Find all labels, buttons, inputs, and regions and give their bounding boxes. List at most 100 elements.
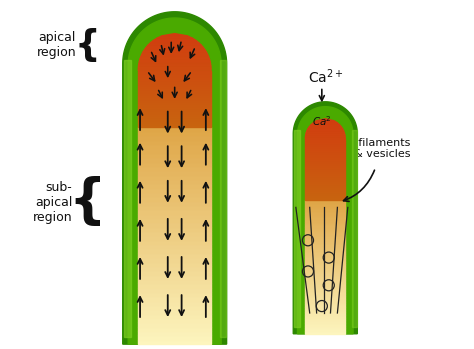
Polygon shape [138,292,211,296]
Polygon shape [138,222,211,227]
Polygon shape [124,60,131,337]
Polygon shape [305,328,345,331]
Polygon shape [138,92,211,94]
Polygon shape [138,279,211,283]
Polygon shape [305,270,345,273]
Polygon shape [305,151,345,154]
Polygon shape [138,288,211,292]
Polygon shape [317,119,334,121]
Polygon shape [305,265,345,267]
Polygon shape [138,170,211,174]
Polygon shape [305,302,345,304]
Polygon shape [140,57,210,59]
Polygon shape [305,273,345,275]
Polygon shape [138,78,211,80]
Polygon shape [305,257,345,259]
Polygon shape [142,52,208,54]
Polygon shape [138,209,211,214]
Polygon shape [305,310,345,312]
Polygon shape [138,101,211,103]
Polygon shape [305,286,345,288]
Polygon shape [138,275,211,279]
Polygon shape [305,192,345,194]
Polygon shape [138,305,211,309]
Polygon shape [138,120,211,122]
Polygon shape [305,230,345,232]
Polygon shape [138,127,211,131]
Polygon shape [138,64,211,66]
Polygon shape [305,211,345,214]
Polygon shape [307,129,344,131]
Polygon shape [305,243,345,246]
Polygon shape [138,179,211,183]
Polygon shape [146,45,203,47]
Polygon shape [138,236,211,240]
Polygon shape [138,96,211,99]
Polygon shape [305,307,345,310]
Polygon shape [305,331,345,334]
Polygon shape [305,178,345,180]
Polygon shape [138,327,211,331]
Polygon shape [138,85,211,87]
Polygon shape [305,141,345,143]
Polygon shape [138,87,211,89]
Polygon shape [157,36,192,38]
Polygon shape [305,159,345,162]
Polygon shape [128,18,221,344]
Polygon shape [138,174,211,179]
Polygon shape [305,172,345,174]
Polygon shape [294,131,300,327]
Polygon shape [153,38,196,40]
Polygon shape [305,139,345,141]
Polygon shape [138,314,211,318]
Polygon shape [305,296,345,299]
Polygon shape [305,299,345,302]
Polygon shape [305,188,345,190]
Polygon shape [138,108,211,110]
Polygon shape [305,194,345,196]
Polygon shape [305,176,345,178]
Polygon shape [138,296,211,301]
Polygon shape [220,60,226,337]
Polygon shape [305,291,345,294]
Polygon shape [138,66,211,68]
Polygon shape [138,231,211,236]
Polygon shape [305,208,345,211]
Polygon shape [305,143,345,145]
Polygon shape [138,196,211,201]
Polygon shape [148,43,201,45]
Polygon shape [305,240,345,243]
Text: microfilaments
& vesicles: microfilaments & vesicles [327,138,410,159]
Polygon shape [305,248,345,251]
Polygon shape [138,122,211,125]
Polygon shape [138,110,211,113]
Polygon shape [305,323,345,326]
Polygon shape [138,73,211,75]
Polygon shape [305,224,345,227]
Polygon shape [123,12,227,344]
Polygon shape [305,184,345,186]
Polygon shape [305,214,345,216]
Polygon shape [305,281,345,283]
Polygon shape [138,340,211,344]
Polygon shape [138,89,211,92]
Polygon shape [138,270,211,275]
Polygon shape [305,315,345,318]
Polygon shape [138,162,211,166]
Polygon shape [138,80,211,82]
Polygon shape [138,283,211,288]
Polygon shape [305,182,345,184]
Polygon shape [308,127,343,129]
Polygon shape [305,227,345,230]
Polygon shape [138,201,211,205]
Polygon shape [305,206,345,208]
Polygon shape [138,318,211,322]
Polygon shape [305,275,345,278]
Polygon shape [138,227,211,231]
Polygon shape [139,61,210,64]
Polygon shape [141,54,209,57]
Polygon shape [138,135,211,140]
Polygon shape [305,180,345,182]
Polygon shape [143,50,206,52]
Polygon shape [138,248,211,253]
